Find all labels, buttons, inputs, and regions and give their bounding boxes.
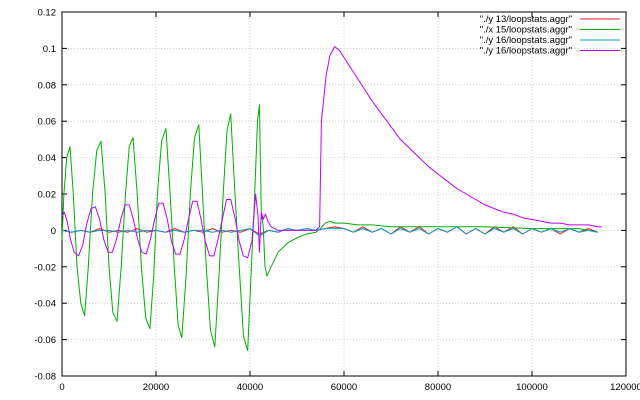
x-tick-label: 80000 [425,382,451,393]
x-tick-label: 100000 [516,382,548,393]
y-tick-label: -0.02 [34,262,56,273]
legend-label: "./x 15/loopstats.aggr" [480,25,572,36]
y-tick-label: 0.02 [38,190,57,201]
axis-ticks: 0 20000 40000 60000 80000 100000 120000 -0.08 -0… [34,8,640,394]
y-tick-label: -0.06 [34,335,56,346]
legend-label: "./y 16/loopstats.aggr" [480,35,572,46]
y-tick-label: 0.04 [38,153,57,164]
x-tick-label: 0 [59,382,64,393]
y-tick-label: 0.12 [38,8,57,19]
x-tick-label: 60000 [331,382,357,393]
series-line-3 [61,226,598,237]
x-tick-label: 20000 [143,382,169,393]
series-group [61,46,602,351]
y-tick-label: -0.04 [34,299,56,310]
series-line-1 [61,226,598,235]
legend: "./y 13/loopstats.aggr""./x 15/loopstats… [480,14,620,57]
y-tick-label: -0.08 [34,372,56,383]
x-tick-label: 40000 [237,382,263,393]
y-tick-label: 0 [51,226,56,237]
legend-label: "./y 16/loopstats.aggr" [480,46,572,57]
y-tick-label: 0.1 [43,44,56,55]
y-tick-label: 0.08 [38,80,57,91]
series-line-2 [61,104,598,351]
legend-label: "./y 13/loopstats.aggr" [480,14,572,25]
y-tick-label: 0.06 [38,117,57,128]
series-line-4 [61,46,602,259]
x-tick-label: 120000 [610,382,640,393]
